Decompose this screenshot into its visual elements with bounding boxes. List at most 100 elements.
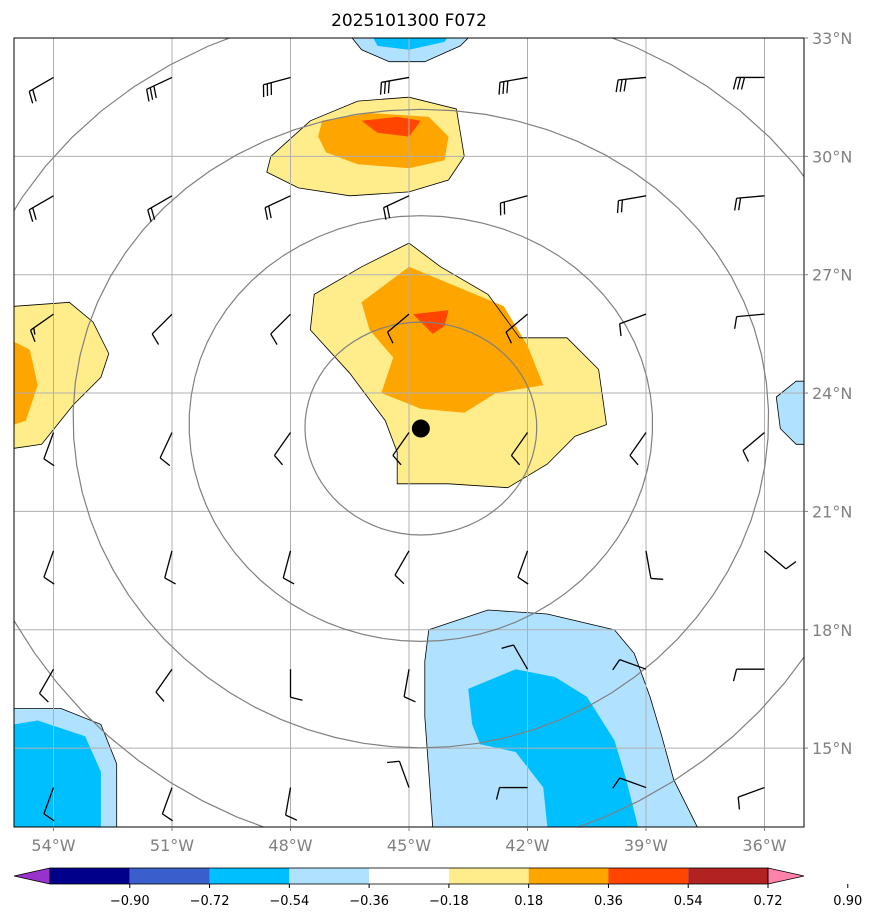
colorbar-segment	[50, 868, 130, 884]
barb-feather	[505, 331, 513, 344]
colorbar-label: −0.36	[349, 894, 389, 909]
contour-line-north-negative-blob	[351, 38, 469, 63]
wind-barb	[501, 644, 529, 670]
contour-central-positive-core	[361, 266, 544, 413]
contour-line-central-positive-blob	[309, 242, 607, 489]
barb-staff	[270, 313, 291, 335]
barb-staff	[510, 432, 529, 456]
colorbar-segment	[448, 868, 529, 884]
colorbar-frame	[49, 867, 769, 885]
barb-feather	[650, 577, 664, 580]
contour-north-negative-core	[373, 38, 448, 50]
barb-feather	[290, 696, 303, 701]
range-rings	[14, 38, 804, 827]
barb-staff	[736, 313, 765, 318]
barb-staff	[264, 195, 291, 209]
barb-staff	[381, 76, 410, 83]
colorbar-segment	[369, 868, 449, 884]
y-tick-label: 30°N	[812, 147, 852, 166]
x-tick-label: 51°W	[150, 836, 194, 855]
barb-feather	[43, 458, 55, 467]
barb-feather	[623, 79, 627, 92]
barb-staff	[618, 76, 647, 81]
barb-feather	[150, 207, 156, 220]
colorbar-label: −0.72	[190, 894, 230, 909]
barb-feather	[501, 644, 514, 649]
wind-barb	[498, 76, 528, 95]
y-tick-label: 18°N	[812, 621, 852, 640]
storm-center-marker	[411, 419, 430, 438]
barb-feather	[29, 329, 36, 342]
colorbar-segment	[528, 868, 609, 884]
barb-staff	[737, 786, 765, 798]
wind-barb	[387, 760, 410, 788]
barb-staff	[28, 195, 54, 211]
barb-feather	[612, 777, 621, 789]
wind-barb	[28, 195, 54, 222]
barb-staff	[764, 550, 787, 570]
barb-feather	[616, 200, 620, 214]
wind-barb	[264, 195, 291, 220]
contour-line-southwest-negative-blob	[14, 708, 118, 827]
wind-barb	[645, 550, 664, 580]
x-tick-label: 39°W	[624, 836, 668, 855]
barb-feather	[732, 77, 738, 90]
wind-barb	[28, 76, 54, 104]
barb-staff	[512, 644, 529, 670]
barb-staff	[147, 195, 173, 211]
barb-staff	[619, 313, 647, 325]
wind-barb	[161, 787, 174, 822]
x-tick-label: 54°W	[31, 836, 75, 855]
wind-barb	[612, 659, 647, 671]
barb-staff	[282, 550, 292, 579]
barb-feather	[379, 82, 383, 95]
y-tick-label: 21°N	[812, 502, 852, 521]
barb-feather	[737, 797, 741, 810]
wind-barb	[616, 195, 647, 214]
contour-north-positive-peak	[361, 116, 421, 137]
barb-feather	[387, 760, 400, 764]
barb-feather	[43, 576, 55, 585]
colorbar: −0.90 −0.72 −0.54 −0.36 −0.18 0.18 0.36 0.54 0.7…	[13, 867, 862, 909]
wind-barb	[43, 432, 55, 467]
barb-staff	[517, 550, 529, 578]
y-tick-label: 27°N	[812, 266, 852, 285]
barb-feather	[738, 197, 742, 211]
barb-staff	[161, 787, 173, 815]
colorbar-label: −0.18	[429, 894, 469, 909]
wind-barb	[29, 313, 54, 342]
contour-west-positive-core	[14, 341, 38, 425]
barb-feather	[159, 457, 171, 467]
wind-barb	[273, 432, 292, 466]
barb-feather	[736, 77, 742, 90]
colorbar-segment	[129, 868, 210, 884]
y-tick-label: 15°N	[812, 739, 852, 758]
wind-barb	[289, 669, 303, 701]
y-axis-ticks: 15°N 18°N 21°N 24°N 27°N 30°N 33°N	[804, 29, 852, 758]
wind-barb	[270, 313, 291, 345]
barb-staff	[499, 76, 528, 83]
barb-staff	[43, 550, 55, 578]
barb-staff	[38, 668, 55, 694]
wind-barb	[382, 195, 410, 220]
barb-staff	[43, 432, 55, 460]
barb-staff	[618, 195, 647, 202]
barb-feather	[285, 814, 298, 821]
wind-barb	[43, 550, 55, 585]
wind-barb	[155, 668, 173, 702]
barb-feather	[28, 91, 34, 104]
wind-barb	[164, 550, 176, 585]
contour-line-west-positive-blob	[14, 301, 110, 449]
wind-barb	[394, 550, 410, 585]
barb-staff	[645, 550, 652, 579]
barb-staff	[387, 313, 410, 333]
barb-feather	[264, 207, 269, 220]
barb-staff	[43, 787, 55, 815]
barb-feather	[495, 787, 501, 800]
barb-feather	[742, 450, 750, 462]
range-ring-900km	[72, 108, 770, 749]
barb-feather	[502, 81, 505, 95]
colorbar-label: 0.18	[514, 894, 543, 909]
barb-feather	[153, 85, 157, 99]
colorbar-extend-low	[13, 867, 51, 885]
